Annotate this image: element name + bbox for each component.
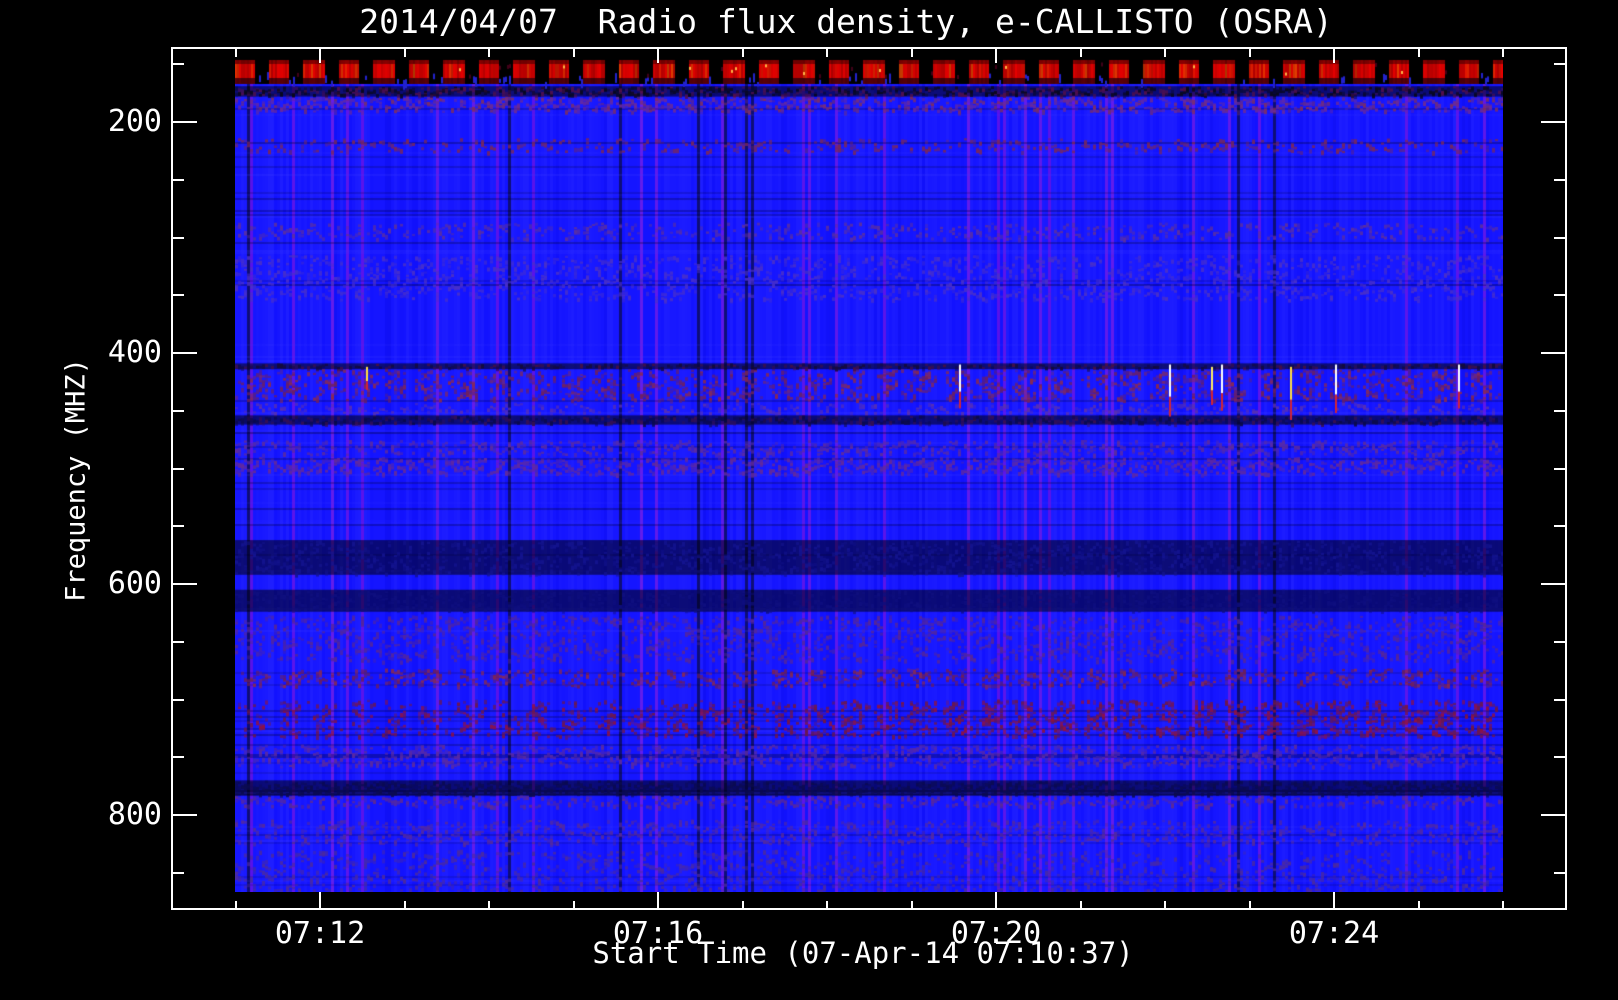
x-axis-tick	[1079, 901, 1082, 910]
y-axis-tick	[171, 178, 184, 181]
x-axis-tick	[1164, 901, 1166, 910]
y-axis-tick	[1541, 352, 1567, 354]
y-axis-tick	[1554, 640, 1567, 643]
y-axis-tick	[1554, 294, 1567, 297]
y-axis-label: Frequency (MHZ)	[60, 358, 92, 602]
x-axis-tick	[1333, 892, 1335, 910]
y-axis-tick	[171, 698, 184, 701]
y-axis-tick	[171, 63, 184, 66]
x-axis-tick	[572, 901, 575, 910]
y-axis-tick	[1554, 63, 1567, 66]
y-axis-tick	[171, 121, 197, 123]
x-axis-tick	[1333, 47, 1335, 63]
x-axis-tick	[995, 892, 997, 910]
y-axis-tick	[171, 756, 184, 759]
y-tick-label: 600	[107, 566, 162, 601]
x-axis-tick	[1502, 47, 1504, 57]
x-axis-tick	[995, 47, 997, 63]
y-axis-tick	[1554, 525, 1567, 528]
y-axis-tick	[171, 352, 197, 354]
y-axis-tick	[171, 294, 184, 297]
x-axis-tick	[826, 47, 828, 57]
x-axis-tick	[403, 901, 406, 910]
y-axis-tick	[1554, 756, 1567, 759]
y-axis-tick	[1554, 467, 1567, 470]
x-axis-tick	[657, 892, 659, 910]
x-axis-tick	[657, 47, 659, 63]
y-axis-tick	[1554, 409, 1567, 412]
x-axis-tick	[403, 47, 406, 57]
x-axis-tick	[1248, 47, 1251, 57]
y-axis-tick	[171, 640, 184, 643]
y-axis-tick	[171, 871, 184, 874]
y-axis-tick	[1541, 583, 1567, 585]
x-axis-tick	[910, 901, 913, 910]
y-tick-label: 800	[107, 797, 162, 832]
y-axis-tick	[171, 583, 197, 585]
y-tick-label: 200	[107, 104, 162, 139]
x-tick-label: 07:16	[612, 916, 704, 951]
y-axis-tick	[1554, 178, 1567, 181]
x-axis-tick	[488, 901, 490, 910]
x-axis-tick	[1164, 47, 1166, 57]
x-axis-tick	[1417, 901, 1420, 910]
y-axis-tick	[171, 814, 197, 816]
y-axis-tick	[171, 467, 184, 470]
y-axis-tick	[1541, 121, 1567, 123]
x-tick-label: 07:20	[950, 916, 1042, 951]
x-axis-tick	[826, 901, 828, 910]
x-axis-tick	[1502, 901, 1504, 910]
x-tick-label: 07:24	[1288, 916, 1380, 951]
y-axis-tick	[171, 236, 184, 239]
y-axis-tick	[1554, 236, 1567, 239]
spectrogram-canvas	[235, 58, 1503, 892]
x-axis-tick	[319, 47, 321, 63]
x-axis-tick	[1079, 47, 1082, 57]
x-axis-tick	[910, 47, 913, 57]
y-axis-tick	[1554, 871, 1567, 874]
y-axis-tick	[1541, 814, 1567, 816]
x-axis-tick	[234, 901, 237, 910]
x-axis-tick	[1417, 47, 1420, 57]
x-axis-tick	[741, 901, 744, 910]
y-axis-tick	[171, 409, 184, 412]
x-axis-tick	[319, 892, 321, 910]
x-axis-tick	[488, 47, 490, 57]
x-axis-tick	[741, 47, 744, 57]
chart-title: 2014/04/07 Radio flux density, e-CALLIST…	[359, 2, 1333, 41]
x-tick-label: 07:12	[274, 916, 366, 951]
y-tick-label: 400	[107, 335, 162, 370]
y-axis-tick	[1554, 698, 1567, 701]
x-axis-tick	[572, 47, 575, 57]
x-axis-tick	[1248, 901, 1251, 910]
y-axis-tick	[171, 525, 184, 528]
x-axis-label: Start Time (07-Apr-14 07:10:37)	[592, 936, 1134, 970]
x-axis-tick	[234, 47, 237, 57]
